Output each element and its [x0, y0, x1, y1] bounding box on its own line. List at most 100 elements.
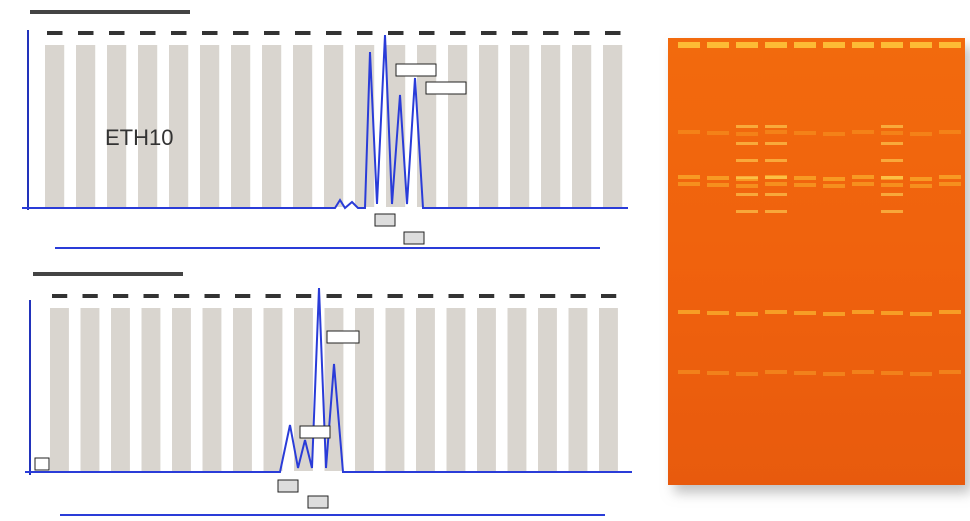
bin-header: [144, 294, 159, 298]
bin-column: [510, 45, 529, 207]
bin-column: [572, 45, 591, 207]
band: [707, 311, 729, 315]
band: [765, 310, 787, 314]
bin-header: [357, 294, 372, 298]
band: [678, 182, 700, 186]
band: [939, 182, 961, 186]
bin-header: [450, 31, 466, 35]
band: [823, 372, 845, 376]
gel-image: [668, 38, 965, 485]
well: [823, 42, 845, 48]
bin-header: [296, 294, 311, 298]
bin-column: [386, 308, 405, 471]
band: [736, 210, 758, 213]
bin-header: [388, 294, 403, 298]
bin-header: [574, 31, 590, 35]
bin-header: [357, 31, 373, 35]
bin-header: [418, 294, 433, 298]
band: [736, 132, 758, 136]
bin-header: [295, 31, 311, 35]
band: [765, 210, 787, 213]
band: [852, 182, 874, 186]
panel-header: [33, 272, 183, 276]
bin-column: [76, 45, 95, 207]
band: [736, 193, 758, 196]
band: [794, 131, 816, 135]
electropherogram-top: [30, 10, 622, 207]
bin-header: [113, 294, 128, 298]
bin-header: [419, 31, 435, 35]
bin-header: [171, 31, 187, 35]
bin-header: [571, 294, 586, 298]
well: [794, 42, 816, 48]
well: [736, 42, 758, 48]
bin-column: [293, 45, 312, 207]
bin-column: [569, 308, 588, 471]
band: [765, 130, 787, 134]
bin-column: [81, 308, 100, 471]
bin-column: [142, 308, 161, 471]
bin-header: [512, 31, 528, 35]
band: [794, 311, 816, 315]
bin-header: [449, 294, 464, 298]
band: [852, 130, 874, 134]
band: [794, 176, 816, 180]
bin-header: [235, 294, 250, 298]
bin-header: [601, 294, 616, 298]
allele-box: [327, 331, 359, 343]
band: [852, 175, 874, 179]
bin-column: [479, 45, 498, 207]
bin-column: [50, 308, 69, 471]
size-box: [278, 480, 298, 492]
bin-column: [233, 308, 252, 471]
bin-column: [45, 45, 64, 207]
allele-box: [426, 82, 466, 94]
band: [881, 159, 903, 162]
bin-header: [510, 294, 525, 298]
bin-column: [599, 308, 618, 471]
band: [852, 310, 874, 314]
allele-box: [300, 426, 330, 438]
band: [765, 370, 787, 374]
band: [881, 176, 903, 179]
band: [736, 176, 758, 179]
band: [910, 177, 932, 181]
band: [765, 182, 787, 186]
band: [939, 370, 961, 374]
bin-header: [83, 294, 98, 298]
size-box: [404, 232, 424, 244]
band: [736, 159, 758, 162]
bin-header: [78, 31, 94, 35]
well: [939, 42, 961, 48]
bin-column: [447, 308, 466, 471]
size-box: [308, 496, 328, 508]
band: [881, 210, 903, 213]
band: [707, 183, 729, 187]
band: [939, 310, 961, 314]
bin-header: [543, 31, 559, 35]
band: [765, 176, 787, 179]
band: [823, 132, 845, 136]
bin-column: [603, 45, 622, 207]
band: [881, 371, 903, 375]
band: [707, 176, 729, 180]
band: [736, 142, 758, 145]
well: [881, 42, 903, 48]
bin-column: [416, 308, 435, 471]
band: [678, 370, 700, 374]
bin-column: [541, 45, 560, 207]
size-box: [35, 458, 49, 470]
band: [852, 370, 874, 374]
bin-header: [326, 31, 342, 35]
band: [910, 372, 932, 376]
bin-column: [324, 45, 343, 207]
well: [852, 42, 874, 48]
bin-column: [448, 45, 467, 207]
bin-column: [508, 308, 527, 471]
band: [823, 184, 845, 188]
band: [823, 177, 845, 181]
band: [910, 132, 932, 136]
band: [707, 131, 729, 135]
panel-label: ETH10: [105, 125, 173, 150]
band: [794, 371, 816, 375]
